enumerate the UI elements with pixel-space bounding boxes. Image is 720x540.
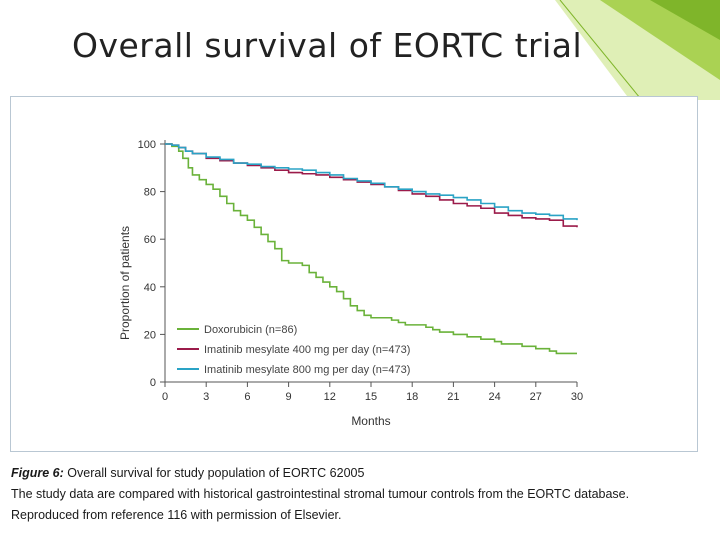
series-line-1	[165, 143, 577, 355]
x-tick-label: 6	[244, 391, 250, 403]
decor-triangle-mid	[600, 0, 720, 80]
caption-text-3: Reproduced from reference 116 with permi…	[11, 508, 342, 522]
x-tick-label: 21	[447, 391, 459, 403]
series-line-3	[165, 143, 578, 221]
figure-frame: 0 20 40 60 80 100 0 3 6 9 12 15 18 21 24 27 30 Months Prop…	[10, 96, 698, 452]
caption-line-1: Figure 6: Overall survival for study pop…	[11, 463, 711, 484]
x-tick-label: 30	[571, 391, 583, 403]
x-tick-label: 0	[162, 391, 168, 403]
y-tick-label: 20	[144, 329, 156, 341]
legend-entry-3: Imatinib mesylate 800 mg per day (n=473)	[204, 364, 410, 376]
x-tick-label: 9	[286, 391, 292, 403]
x-tick-label: 12	[324, 391, 336, 403]
caption-text-2: The study data are compared with histori…	[11, 487, 630, 501]
y-tick-label: 80	[144, 187, 156, 199]
legend-entry-1: Doxorubicin (n=86)	[204, 324, 297, 336]
caption-label: Figure 6:	[11, 466, 64, 480]
x-tick-label: 15	[365, 391, 377, 403]
x-tick-label: 27	[530, 391, 542, 403]
x-axis-label: Months	[351, 414, 390, 428]
slide-title: Overall survival of EORTC trial	[72, 26, 583, 65]
legend-entry-2: Imatinib mesylate 400 mg per day (n=473)	[204, 344, 410, 356]
x-tick-label: 24	[488, 391, 500, 403]
y-tick-label: 100	[138, 139, 156, 151]
y-tick-label: 0	[150, 377, 156, 389]
y-tick-label: 40	[144, 282, 156, 294]
series-line-2	[165, 143, 578, 228]
survival-chart: 0 20 40 60 80 100 0 3 6 9 12 15 18 21 24 27 30 Months Prop…	[118, 139, 583, 428]
y-tick-label: 60	[144, 234, 156, 246]
x-tick-label: 3	[203, 391, 209, 403]
caption-text-1: Overall survival for study population of…	[67, 466, 365, 480]
decor-triangle-dark	[650, 0, 720, 40]
figure-caption: Figure 6: Overall survival for study pop…	[11, 463, 711, 526]
y-axis-label: Proportion of patients	[118, 226, 132, 340]
x-tick-label: 18	[406, 391, 418, 403]
